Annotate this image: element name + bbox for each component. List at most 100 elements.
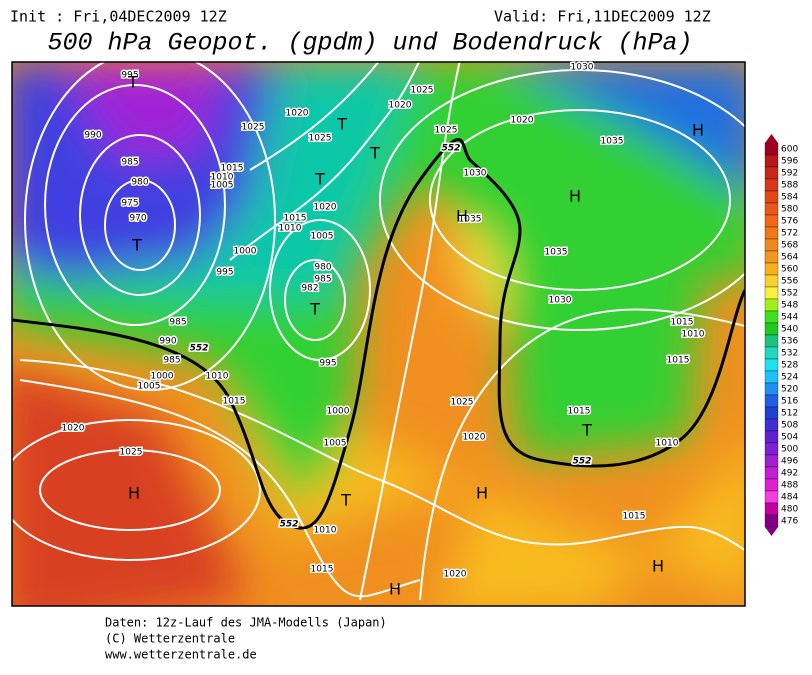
isobar-label: 975 xyxy=(121,199,138,209)
colorbar-label: 584 xyxy=(781,193,798,203)
colorbar-swatch xyxy=(764,430,779,444)
colorbar-swatch xyxy=(764,514,779,528)
colorbar-swatch xyxy=(764,370,779,384)
map-frame xyxy=(11,61,746,607)
isobar-label: 1000 xyxy=(151,372,174,382)
colorbar-label: 596 xyxy=(781,157,798,167)
isobar-label: 1015 xyxy=(671,318,694,328)
pressure-center: T xyxy=(127,73,138,92)
pressure-center: H xyxy=(476,484,488,503)
footer-line: www.wetterzentrale.de xyxy=(105,648,257,662)
isobar-label: 985 xyxy=(314,275,331,285)
colorbar-label: 564 xyxy=(781,253,798,263)
colorbar-swatch xyxy=(764,238,779,252)
colorbar-swatch xyxy=(764,274,779,288)
colorbar-swatch xyxy=(764,334,779,348)
colorbar-label: 540 xyxy=(781,325,798,335)
contour-552 xyxy=(12,138,745,530)
isobar-label: 1025 xyxy=(451,398,474,408)
isobar-label: 1005 xyxy=(324,439,347,449)
isobar-label: 1020 xyxy=(511,116,534,126)
footer-line: Daten: 12z-Lauf des JMA-Modells (Japan) xyxy=(105,616,387,630)
colorbar-label: 508 xyxy=(781,421,798,431)
colorbar-swatch xyxy=(764,358,779,372)
colorbar-swatch xyxy=(764,382,779,396)
isobar-label: 1015 xyxy=(221,164,244,174)
colorbar-swatch xyxy=(764,502,779,516)
isobar-label: 1020 xyxy=(62,424,85,434)
isobar-label: 1035 xyxy=(459,215,482,225)
valid-time: Valid: Fri,11DEC2009 12Z xyxy=(494,8,711,26)
colorbar-label: 536 xyxy=(781,337,798,347)
colorbar-label: 568 xyxy=(781,241,798,251)
isobar-label: 1030 xyxy=(549,296,572,306)
isobar-label: 1010 xyxy=(206,372,229,382)
colorbar-label: 600 xyxy=(781,145,798,155)
contour-label: 552 xyxy=(442,144,461,154)
colorbar-swatch xyxy=(764,226,779,240)
colorbar-label: 560 xyxy=(781,265,798,275)
isobar-label: 970 xyxy=(129,214,146,224)
isobar-label: 1015 xyxy=(223,397,246,407)
colorbar-swatch xyxy=(764,178,779,192)
colorbar-label: 476 xyxy=(781,517,798,527)
colorbar-label: 520 xyxy=(781,385,798,395)
contour-label: 552 xyxy=(573,457,592,467)
pressure-center: T xyxy=(340,491,351,510)
isobar-label: 1010 xyxy=(279,224,302,234)
isobar-label: 1005 xyxy=(138,382,161,392)
colorbar-label: 504 xyxy=(781,433,798,443)
colorbar-label: 484 xyxy=(781,493,798,503)
colorbar-label: 528 xyxy=(781,361,798,371)
isobar-label: 990 xyxy=(84,131,101,141)
isobar-label: 1035 xyxy=(545,248,568,258)
colorbar-label: 500 xyxy=(781,445,798,455)
colorbar-swatch xyxy=(764,346,779,360)
isobar-label: 1020 xyxy=(286,109,309,119)
colorbar-swatch xyxy=(764,250,779,264)
colorbar-label: 556 xyxy=(781,277,798,287)
pressure-center: T xyxy=(314,170,325,189)
colorbar-label: 588 xyxy=(781,181,798,191)
colorbar-label: 516 xyxy=(781,397,798,407)
pressure-center: H xyxy=(456,207,468,226)
isobar-label: 995 xyxy=(216,268,233,278)
pressure-center: H xyxy=(569,187,581,206)
isobar-label: 985 xyxy=(163,356,180,366)
pressure-center: H xyxy=(128,484,140,503)
colorbar-swatch xyxy=(764,478,779,492)
isobar-label: 1020 xyxy=(314,203,337,213)
colorbar-swatch xyxy=(764,454,779,468)
contour-label: 552 xyxy=(190,344,209,354)
isobar-label: 1015 xyxy=(568,407,591,417)
isobars xyxy=(12,62,745,601)
colorbar-cap xyxy=(765,527,778,536)
colorbar-label: 524 xyxy=(781,373,798,383)
pressure-center: T xyxy=(336,115,347,134)
isobar-label: 985 xyxy=(121,158,138,168)
isobar-label: 980 xyxy=(131,178,148,188)
isobar-label: 990 xyxy=(159,337,176,347)
map-title: 500 hPa Geopot. (gpdm) und Bodendruck (h… xyxy=(47,29,692,58)
colorbar-label: 552 xyxy=(781,289,798,299)
colorbar-label: 532 xyxy=(781,349,798,359)
colorbar-swatch xyxy=(764,142,779,156)
isobar-label: 995 xyxy=(319,359,336,369)
isobar-label: 985 xyxy=(169,318,186,328)
pressure-center: H xyxy=(652,557,664,576)
colorbar-label: 512 xyxy=(781,409,798,419)
colorbar-swatch xyxy=(764,262,779,276)
isobar-label: 1030 xyxy=(571,63,594,73)
colorbar-label: 548 xyxy=(781,301,798,311)
colorbar-label: 492 xyxy=(781,469,798,479)
colorbar-swatch xyxy=(764,490,779,504)
colorbar-swatch xyxy=(764,190,779,204)
isobar-label: 980 xyxy=(314,263,331,273)
pressure-center: H xyxy=(389,580,401,599)
colorbar-label: 592 xyxy=(781,169,798,179)
colorbar-label: 488 xyxy=(781,481,798,491)
colorbar-swatch xyxy=(764,406,779,420)
isobar-label: 1010 xyxy=(211,173,234,183)
isobar-label: 1025 xyxy=(242,123,265,133)
colorbar-swatch xyxy=(764,154,779,168)
